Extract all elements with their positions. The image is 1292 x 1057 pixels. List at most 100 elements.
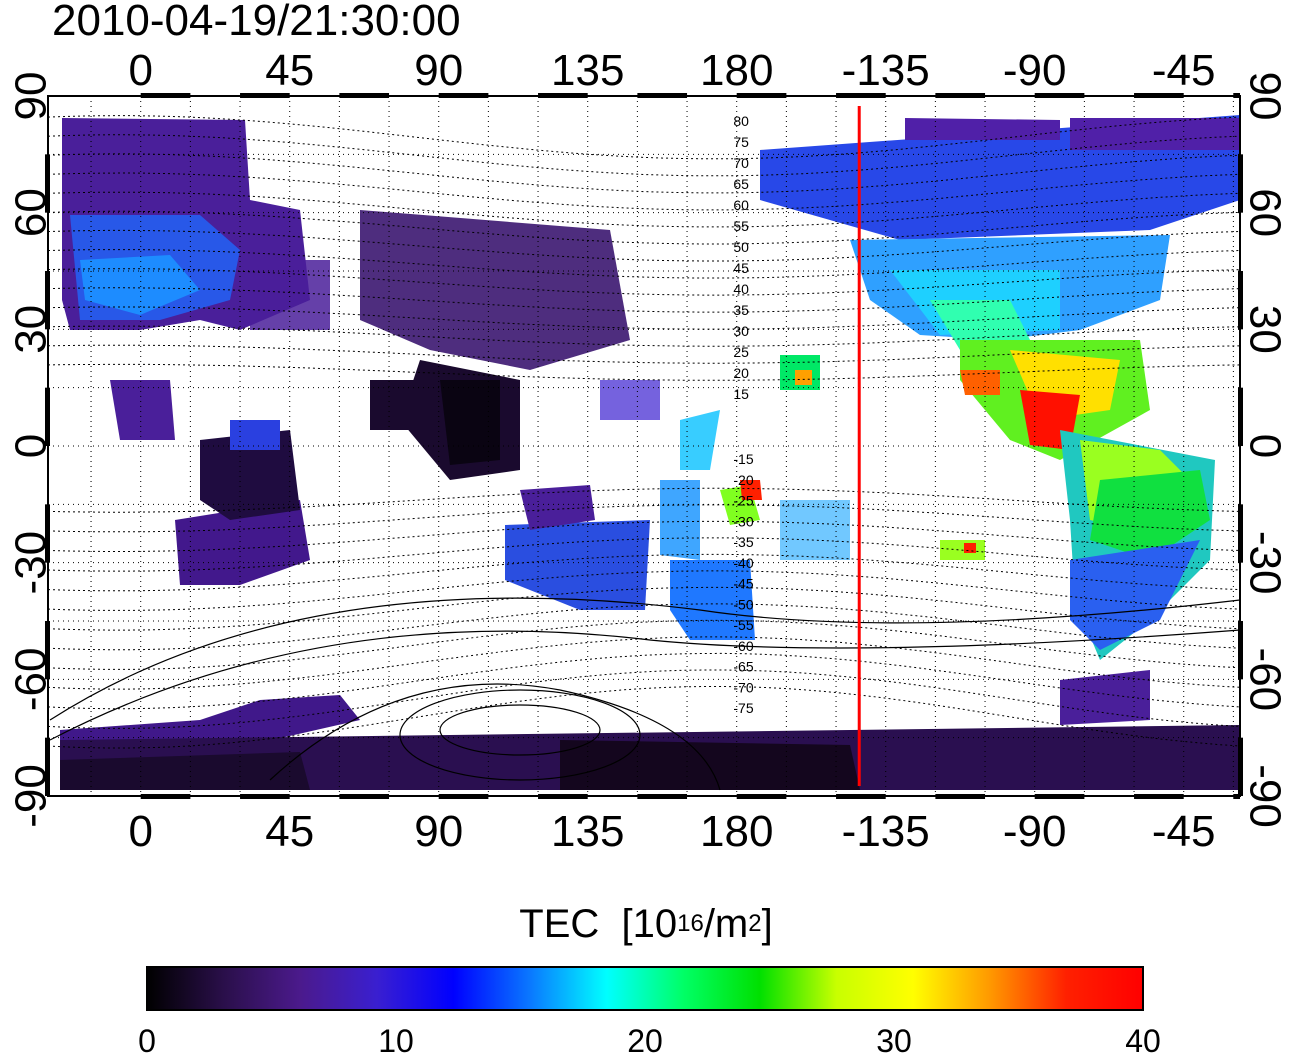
lon-tick-bottom: 180 xyxy=(700,807,773,856)
contour-label: 30 xyxy=(733,323,749,339)
lat-ticks-right: 90 60 30 0 -30 -60 -90 xyxy=(1240,72,1289,828)
lon-tick-bottom: 0 xyxy=(128,807,152,856)
lat-tick-right: -60 xyxy=(1240,648,1289,712)
lon-tick-bottom: 135 xyxy=(551,807,624,856)
lat-tick-right: 60 xyxy=(1240,188,1289,237)
contour-label: -35 xyxy=(733,534,753,550)
contour-label: 20 xyxy=(733,365,749,381)
contour-label: -25 xyxy=(733,493,753,509)
southern-contours xyxy=(49,597,1240,791)
contour-line xyxy=(48,268,1240,296)
contour-label: 75 xyxy=(733,134,749,150)
top-bar-segment xyxy=(736,93,787,98)
contour-line xyxy=(48,363,1240,381)
lat-tick-right: -90 xyxy=(1240,764,1289,828)
contour-line xyxy=(48,325,1240,347)
contour-label: 45 xyxy=(733,260,749,276)
bottom-bar-segment xyxy=(538,794,588,799)
contour-label: -75 xyxy=(733,700,753,716)
timestamp-title: 2010-04-19/21:30:00 xyxy=(52,0,461,45)
lon-ticks-bottom: 0 45 90 135 180 -135 -90 -45 xyxy=(128,807,1215,856)
top-bar-segment xyxy=(1233,93,1240,98)
colorbar-tick: 40 xyxy=(1125,1023,1161,1057)
contour-label: -15 xyxy=(733,451,753,467)
lon-tick-top: -45 xyxy=(1152,46,1216,95)
right-bar-segment xyxy=(1238,621,1243,680)
colorbar-tick: 20 xyxy=(627,1023,663,1057)
contour-label: 35 xyxy=(733,302,749,318)
contour-label: -40 xyxy=(733,555,753,571)
contour-line xyxy=(48,210,1240,245)
top-bar-segment xyxy=(438,93,489,98)
contour-label: 55 xyxy=(733,218,749,234)
bottom-bar-segment xyxy=(1034,794,1085,799)
colorbar-tick: 10 xyxy=(378,1023,414,1057)
bottom-bar-segment xyxy=(240,794,290,799)
lon-tick-bottom: -90 xyxy=(1003,807,1067,856)
lat-tick-right: 30 xyxy=(1240,305,1289,354)
contour-line xyxy=(48,287,1240,313)
bottom-bar-segment xyxy=(637,794,688,799)
left-bar-segment xyxy=(45,154,50,213)
bottom-bar-segment xyxy=(438,794,489,799)
lat-tick-left: 90 xyxy=(7,72,56,121)
contour-label-group: 80 75 70 65 60 55 50 45 40 35 30 25 20 15 -15 -20 -25 -30… xyxy=(733,113,753,716)
contour-line xyxy=(48,172,1240,211)
lat-tick-right: 0 xyxy=(1240,434,1289,458)
contour-label: 65 xyxy=(733,176,749,192)
contour-line xyxy=(48,487,1240,513)
bottom-bar-segment xyxy=(140,794,191,799)
left-bar-segment xyxy=(45,737,50,796)
lat-tick-left: -30 xyxy=(7,531,56,595)
top-bar-segment xyxy=(1034,93,1085,98)
lon-tick-top: 135 xyxy=(551,46,624,95)
lat-ticks-left: 90 60 30 0 -30 -60 -90 xyxy=(7,72,56,828)
contour-line xyxy=(48,570,1240,611)
lon-tick-bottom: 45 xyxy=(265,807,314,856)
top-bar-segment xyxy=(240,93,290,98)
left-bar-segment xyxy=(45,387,50,446)
left-bar-segment xyxy=(45,621,50,680)
colorbar xyxy=(146,966,1144,1011)
lon-tick-top: -90 xyxy=(1003,46,1067,95)
top-bar-segment xyxy=(836,93,886,98)
lat-tick-left: 0 xyxy=(7,434,56,458)
tec-data-layer xyxy=(60,115,1240,790)
contour-label: -65 xyxy=(733,659,753,675)
lat-tick-left: 60 xyxy=(7,188,56,237)
colorbar-tick: 30 xyxy=(876,1023,912,1057)
contour-line xyxy=(48,115,1240,160)
top-bar-segment xyxy=(1134,93,1184,98)
right-bar-segment xyxy=(1238,154,1243,213)
right-bar-segment xyxy=(1238,271,1243,330)
lat-tick-right: 90 xyxy=(1240,72,1289,121)
lat-tick-left: -60 xyxy=(7,648,56,712)
contour-line xyxy=(48,306,1240,330)
lat-tick-right: -30 xyxy=(1240,531,1289,595)
lon-tick-top: 45 xyxy=(265,46,314,95)
contour-label: 25 xyxy=(733,344,749,360)
bottom-bar-segment xyxy=(736,794,787,799)
contour-label: -60 xyxy=(733,638,753,654)
frame-bars xyxy=(45,93,1243,799)
bottom-bar-segment xyxy=(1134,794,1184,799)
contour-line xyxy=(48,520,1240,552)
contour-line xyxy=(48,134,1240,177)
contour-line xyxy=(48,586,1240,631)
contour-label: 60 xyxy=(733,197,749,213)
contour-line xyxy=(48,504,1240,533)
contour-label: 40 xyxy=(733,281,749,297)
right-bar-segment xyxy=(1238,387,1243,446)
lon-tick-top: 0 xyxy=(128,46,152,95)
top-bar-segment xyxy=(637,93,688,98)
contour-label: 80 xyxy=(733,113,749,129)
top-bar-segment xyxy=(538,93,588,98)
top-bar-segment xyxy=(935,93,986,98)
lon-tick-bottom: 90 xyxy=(414,807,463,856)
contour-label: -70 xyxy=(733,679,753,695)
lon-tick-top: -135 xyxy=(842,46,930,95)
contour-line xyxy=(48,603,1240,651)
lon-tick-top: 90 xyxy=(414,46,463,95)
bottom-bar-segment xyxy=(836,794,886,799)
lon-tick-bottom: -135 xyxy=(842,807,930,856)
